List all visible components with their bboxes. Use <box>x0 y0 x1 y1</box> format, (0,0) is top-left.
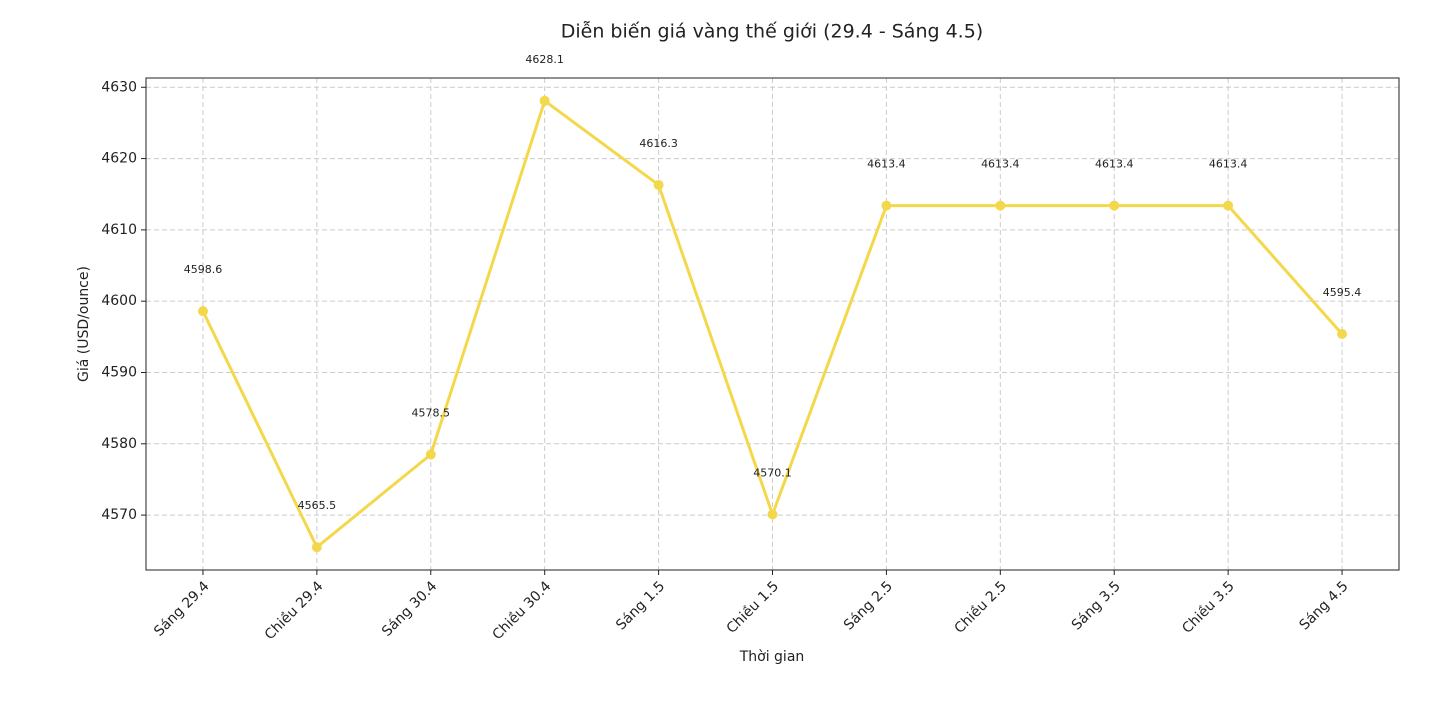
y-axis-label: Giá (USD/ounce) <box>76 266 92 382</box>
x-tick-label: Chiều 2.5 <box>951 578 1010 637</box>
point <box>995 200 1006 211</box>
data-label: 4578.5 <box>412 406 451 419</box>
x-tick-label: Sáng 3.5 <box>1069 578 1124 633</box>
data-label: 4613.4 <box>981 158 1020 171</box>
x-tick-label: Sáng 4.5 <box>1297 578 1352 633</box>
x-tick-label: Chiều 30.4 <box>489 578 555 644</box>
x-axis-label: Thời gian <box>739 649 805 665</box>
chart-title: Diễn biến giá vàng thế giới (29.4 - Sáng… <box>561 20 983 43</box>
data-label: 4613.4 <box>1209 158 1248 171</box>
y-tick-label: 4600 <box>101 293 137 309</box>
y-tick-label: 4610 <box>101 222 137 238</box>
y-tick-label: 4630 <box>101 79 137 95</box>
y-tick-label: 4570 <box>101 507 137 523</box>
point <box>1223 200 1234 211</box>
point <box>311 542 322 553</box>
x-tick-label: Sáng 30.4 <box>379 578 440 639</box>
y-tick-label: 4580 <box>101 436 137 452</box>
point <box>1337 328 1348 339</box>
x-tick-label: Sáng 1.5 <box>613 578 668 633</box>
data-label: 4598.6 <box>184 263 223 276</box>
data-label: 4613.4 <box>1095 158 1134 171</box>
data-label: 4570.1 <box>753 466 792 479</box>
point <box>1109 200 1120 211</box>
data-label: 4595.4 <box>1323 286 1362 299</box>
x-tick-label: Sáng 29.4 <box>151 578 212 639</box>
x-tick-label: Chiều 29.4 <box>261 578 327 644</box>
point <box>881 200 892 211</box>
point <box>767 509 778 520</box>
data-label: 4565.5 <box>298 499 337 512</box>
x-tick-label: Chiều 3.5 <box>1179 578 1238 637</box>
point <box>539 95 550 106</box>
point <box>653 179 664 190</box>
x-tick-label: Chiều 1.5 <box>723 578 782 637</box>
data-label: 4613.4 <box>867 158 906 171</box>
data-label: 4616.3 <box>639 137 678 150</box>
point <box>197 306 208 317</box>
data-label: 4628.1 <box>525 53 564 66</box>
plot-frame <box>145 77 1400 571</box>
point <box>425 449 436 460</box>
x-tick-label: Sáng 2.5 <box>841 578 896 633</box>
y-tick-label: 4620 <box>101 151 137 167</box>
y-tick-label: 4590 <box>101 364 137 380</box>
